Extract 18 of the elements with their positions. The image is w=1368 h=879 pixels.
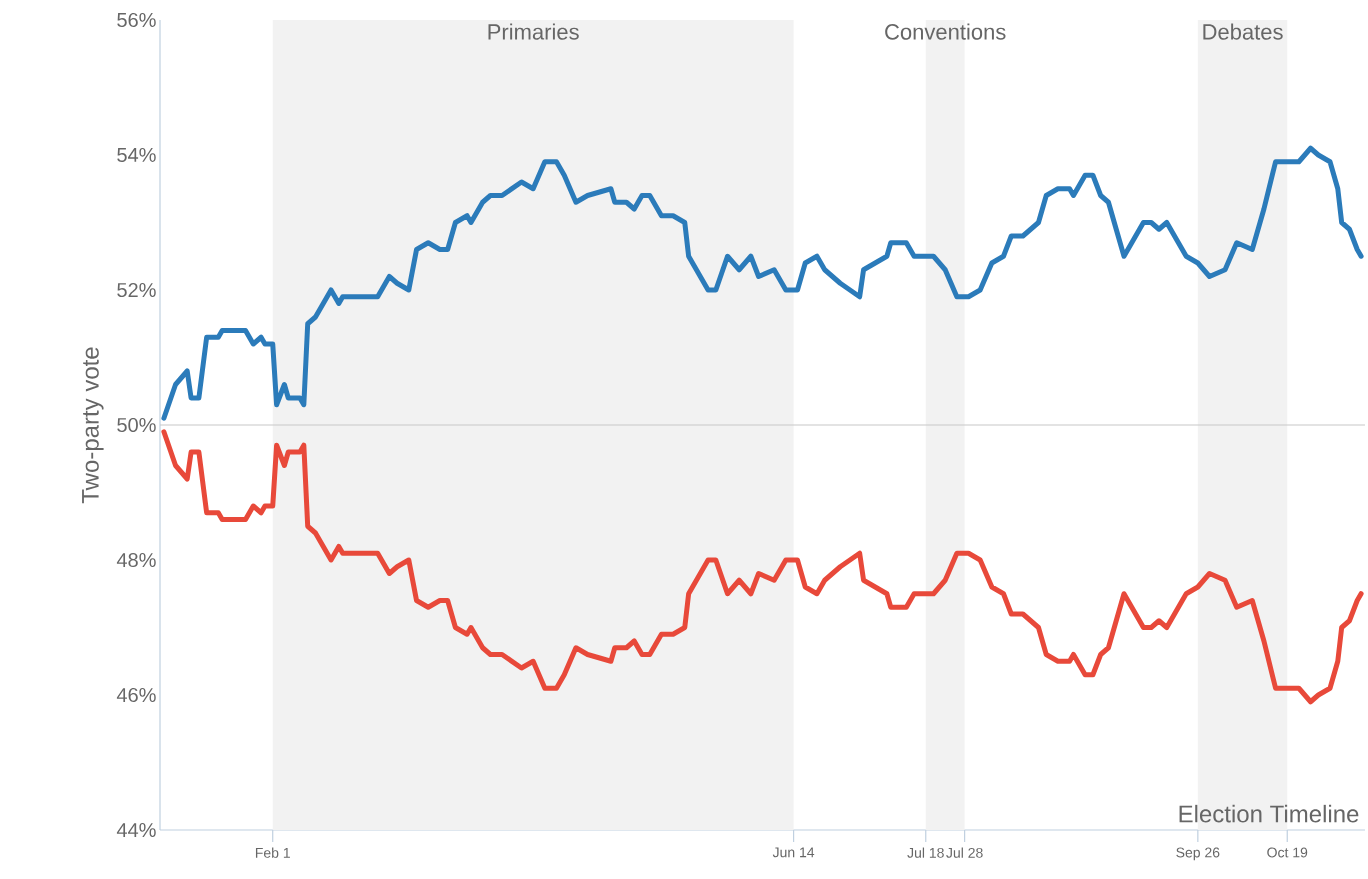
y-axis-title: Two-party vote	[82, 347, 104, 504]
band-label: Debates	[1203, 23, 1283, 40]
x-axis-title: Election Timeline	[1179, 804, 1359, 823]
band-label: Conventions	[885, 23, 1006, 40]
y-tick-label: 56%	[117, 12, 156, 28]
y-tick-label: 46%	[116, 687, 156, 703]
y-tick-label: 52%	[117, 282, 156, 298]
x-tick-label: Feb 1	[255, 847, 290, 858]
y-tick-label: 54%	[117, 147, 156, 163]
x-tick-label: Jun 14	[772, 847, 815, 858]
band-label: Primaries	[488, 23, 579, 40]
y-tick-label: 50%	[117, 417, 156, 433]
y-tick-label: 48%	[116, 552, 156, 568]
x-tick-label: Jul 18	[907, 847, 944, 858]
x-tick-label: Oct 19	[1267, 847, 1308, 858]
y-tick-label: 44%	[116, 823, 156, 837]
x-tick-label: Sep 26	[1176, 847, 1220, 861]
x-tick-label: Jul 28	[946, 847, 983, 858]
